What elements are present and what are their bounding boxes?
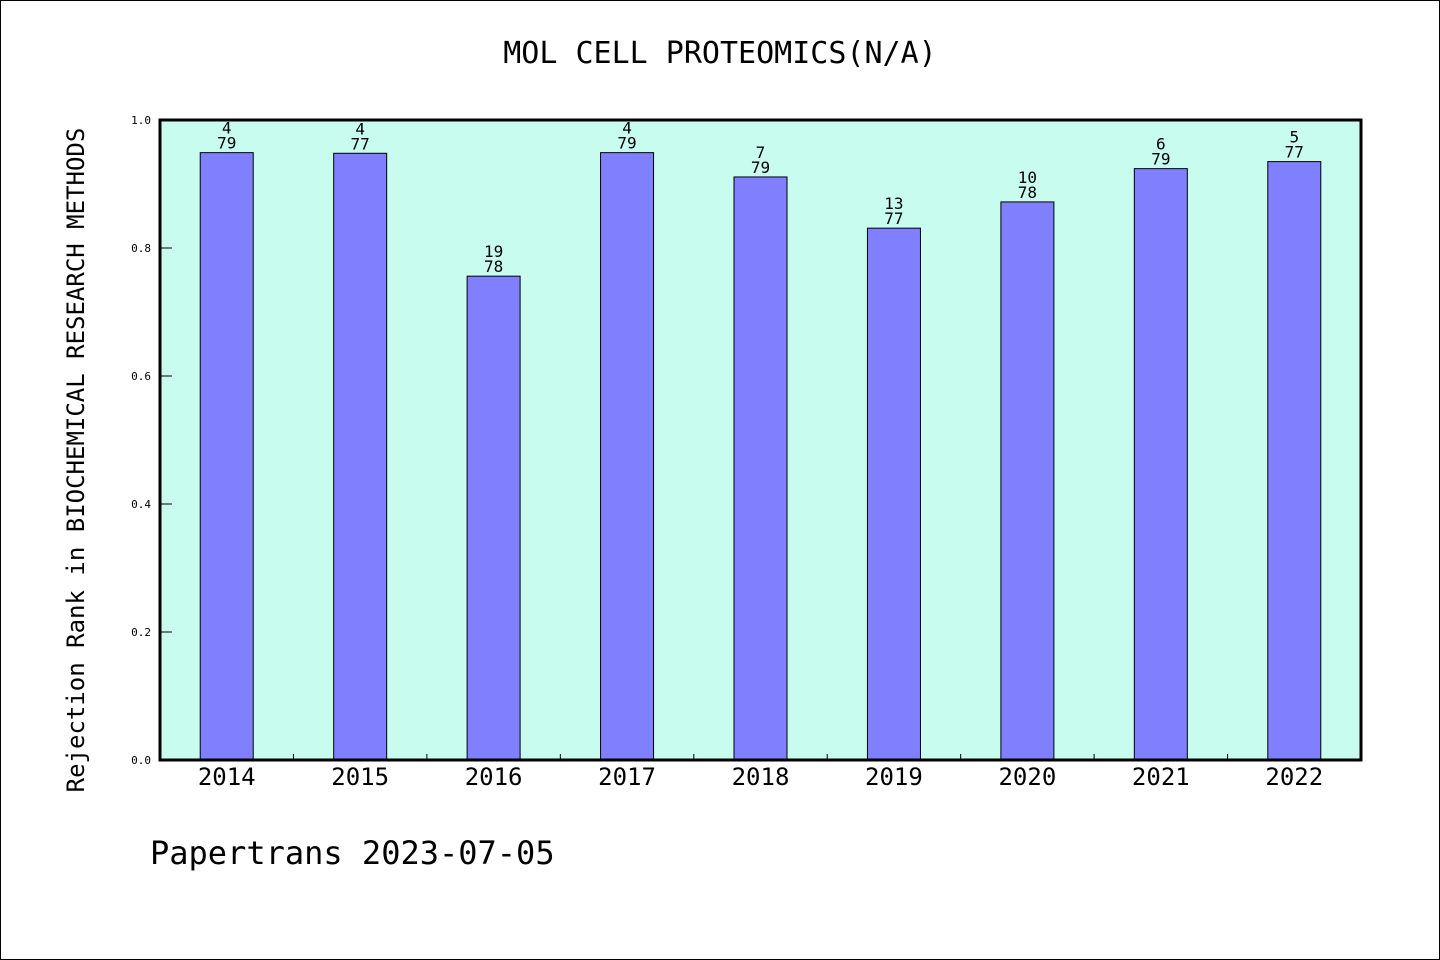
axes: 2014 2015 2016 2017 2018 2019 2020 2021 2022 0.0 0… [131, 114, 1323, 791]
y-tick-label: 0.2 [131, 626, 151, 639]
bar-total-label: 78 [1018, 183, 1037, 202]
bar-total-label: 77 [351, 134, 370, 153]
x-tick-label: 2014 [198, 763, 256, 791]
y-tick-label: 0.0 [131, 754, 151, 767]
x-tick-label: 2016 [465, 763, 523, 791]
x-tick-label: 2022 [1265, 763, 1323, 791]
bar-2019 [866, 227, 921, 761]
x-tick-label: 2015 [331, 763, 389, 791]
bar-total-label: 79 [617, 134, 636, 153]
y-tick-label: 0.8 [131, 242, 151, 255]
bars [199, 152, 1322, 761]
bar-2021 [1133, 168, 1188, 761]
bar-rank-label: 4 [355, 119, 365, 138]
chart-title: MOL CELL PROTEOMICS(N/A) [503, 36, 937, 71]
y-tick-label: 0.6 [131, 370, 151, 383]
x-tick-label: 2019 [865, 763, 923, 791]
bar-2017 [600, 152, 655, 761]
x-tick-label: 2018 [732, 763, 790, 791]
x-tick-label: 2017 [598, 763, 656, 791]
x-tick-label: 2020 [998, 763, 1056, 791]
bar-2022 [1267, 161, 1322, 761]
bar-total-label: 79 [217, 134, 236, 153]
x-tick-label: 2021 [1132, 763, 1190, 791]
bar-2016 [466, 275, 521, 761]
bar-total-label: 77 [884, 209, 903, 228]
y-tick-label: 0.4 [131, 498, 151, 511]
bar-total-label: 78 [484, 257, 503, 276]
bar-2015 [333, 152, 388, 761]
bar-rank-label: 13 [884, 194, 903, 213]
bar-rank-label: 19 [484, 242, 503, 261]
bar-rank-label: 6 [1156, 135, 1166, 154]
bar-2020 [1000, 201, 1055, 761]
bar-2018 [733, 176, 788, 761]
bar-total-label: 79 [1151, 150, 1170, 169]
bar-rank-label: 5 [1289, 128, 1299, 147]
bar-2014 [199, 152, 254, 761]
bar-total-label: 77 [1285, 143, 1304, 162]
bar-rank-label: 7 [756, 143, 766, 162]
y-tick-label: 1.0 [131, 114, 151, 127]
footer-source-date: Papertrans 2023-07-05 [150, 834, 555, 872]
bar-rank-label: 4 [222, 119, 232, 138]
bar-rank-label: 4 [622, 119, 632, 138]
bar-total-label: 79 [751, 158, 770, 177]
plot-border [158, 118, 1363, 762]
bar-rank-label: 10 [1018, 168, 1037, 187]
